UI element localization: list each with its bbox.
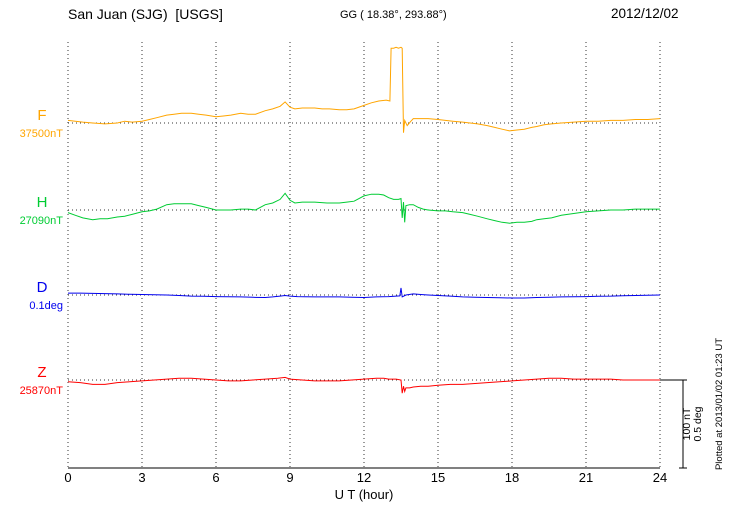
x-tick-label: 3 <box>138 470 145 485</box>
x-tick-label: 6 <box>212 470 219 485</box>
x-tick-label: 15 <box>431 470 445 485</box>
scale-bar-deg-label: 0.5 deg <box>692 406 704 441</box>
trace-F <box>67 46 661 133</box>
plotted-at-note: Plotted at 2013/01/02 01:23 UT <box>714 338 725 470</box>
baseline-value-Z: 25870nT <box>20 385 64 397</box>
channel-label-F: F <box>37 107 46 124</box>
plot-date: 2012/12/02 <box>611 6 679 21</box>
trace-H <box>67 192 660 224</box>
channel-label-H: H <box>37 194 48 211</box>
geographic-coordinates: GG ( 18.38°, 293.88°) <box>340 9 447 21</box>
scale-bar-nt-label: 100 nT <box>681 407 693 440</box>
x-axis-title: U T (hour) <box>334 487 394 502</box>
channel-label-Z: Z <box>37 364 46 381</box>
baseline-value-H: 27090nT <box>20 215 64 227</box>
x-tick-label: 0 <box>64 470 71 485</box>
x-tick-label: 9 <box>286 470 293 485</box>
x-tick-label: 12 <box>357 470 371 485</box>
channel-label-D: D <box>37 279 48 296</box>
x-tick-label: 18 <box>505 470 519 485</box>
x-tick-label: 21 <box>579 470 593 485</box>
station-title: San Juan (SJG) [USGS] <box>68 6 223 22</box>
trace-Z <box>67 376 660 394</box>
trace-D <box>68 287 661 299</box>
baseline-value-F: 37500nT <box>20 128 64 140</box>
x-tick-label: 24 <box>653 470 667 485</box>
baseline-value-D: 0.1deg <box>29 300 63 312</box>
